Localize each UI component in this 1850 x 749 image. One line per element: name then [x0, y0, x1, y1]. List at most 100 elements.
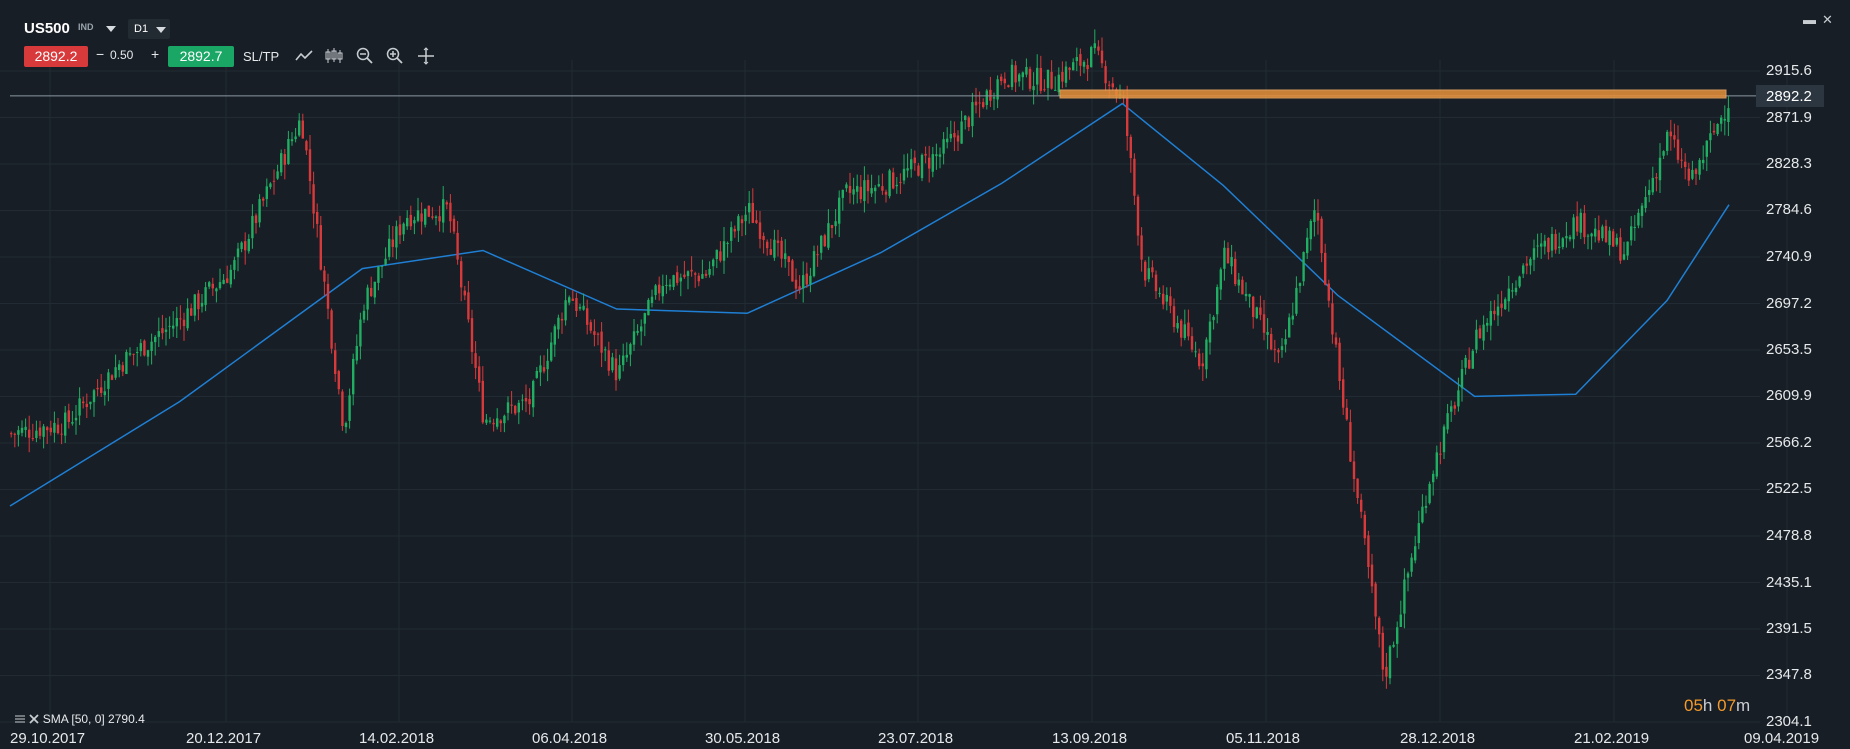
- candle-body: [427, 205, 430, 217]
- candle-body: [1018, 74, 1021, 82]
- candle-body: [892, 172, 895, 189]
- candle-body: [1576, 216, 1579, 232]
- candle-body: [618, 365, 621, 379]
- candle-body: [157, 331, 160, 337]
- candle-body: [409, 214, 412, 227]
- candle-body: [233, 260, 236, 270]
- symbol-dropdown-icon[interactable]: [106, 26, 116, 32]
- indicator-legend[interactable]: SMA [50, 0] 2790.4: [14, 712, 145, 726]
- symbol-label[interactable]: US500: [24, 20, 70, 37]
- candle-body: [1201, 363, 1204, 367]
- candle-body: [1406, 573, 1410, 578]
- candle-body: [1532, 248, 1536, 260]
- candle-body: [1684, 161, 1687, 168]
- candle-body: [1529, 259, 1532, 266]
- candle-body: [1320, 218, 1323, 254]
- candle-body: [920, 154, 924, 179]
- candle-body: [1558, 246, 1561, 249]
- candle-body: [636, 330, 639, 333]
- crosshair-icon[interactable]: [416, 46, 436, 66]
- candle-body: [262, 198, 265, 201]
- candle-body: [629, 344, 632, 355]
- candle-body: [82, 401, 85, 404]
- buy-button[interactable]: 2892.7: [168, 46, 234, 67]
- timeframe-selector[interactable]: D1: [128, 19, 170, 39]
- line-chart-icon[interactable]: [294, 46, 314, 66]
- sell-button[interactable]: 2892.2: [24, 46, 88, 67]
- candle-body: [1277, 349, 1280, 353]
- candle-body: [686, 271, 690, 277]
- candle-body: [1604, 225, 1608, 242]
- candle-body: [294, 136, 297, 140]
- candle-body: [719, 251, 722, 261]
- candle-body: [1093, 43, 1096, 49]
- candle-body: [1601, 226, 1604, 239]
- candle-body: [715, 249, 718, 260]
- candle-body: [1054, 89, 1057, 91]
- candle-body: [830, 225, 834, 229]
- candle-body: [539, 365, 542, 373]
- candle-body: [1482, 324, 1485, 341]
- candle-body: [1446, 413, 1449, 430]
- candle-body: [575, 298, 578, 311]
- window-close-button[interactable]: ✕: [1822, 12, 1833, 27]
- candle-body: [139, 343, 142, 352]
- candle-body: [1536, 245, 1539, 247]
- candle-body: [1043, 89, 1046, 91]
- candle-body: [1162, 293, 1165, 305]
- candle-body: [1363, 514, 1366, 539]
- zoom-in-icon[interactable]: [385, 46, 405, 66]
- timeframe-dropdown-icon[interactable]: [156, 27, 166, 33]
- candle-body: [906, 168, 909, 171]
- candle-body: [924, 153, 927, 156]
- candle-body: [1453, 405, 1456, 409]
- candle-body: [13, 433, 16, 435]
- candle-body: [805, 273, 808, 285]
- candle-body: [812, 251, 816, 277]
- candle-body: [604, 349, 607, 351]
- candle-body: [247, 238, 250, 252]
- candle-body: [118, 364, 121, 371]
- candle-body: [1075, 57, 1078, 62]
- candle-body: [794, 279, 798, 289]
- candle-body: [1399, 614, 1402, 628]
- spread-value: 0.50: [110, 48, 134, 62]
- candle-body: [370, 287, 373, 297]
- candle-body: [438, 216, 441, 222]
- candle-body: [312, 184, 315, 214]
- candle-body: [308, 149, 312, 182]
- candle-body: [146, 350, 150, 357]
- candle-body: [107, 372, 110, 389]
- candle-body: [766, 241, 769, 249]
- candle-body: [676, 272, 679, 283]
- candle-body: [283, 154, 286, 165]
- candle-body: [1648, 190, 1651, 195]
- candle-body: [1504, 299, 1507, 310]
- sltp-button[interactable]: SL/TP: [243, 49, 280, 64]
- indicator-settings-icon[interactable]: [14, 714, 26, 724]
- candle-body: [1579, 212, 1582, 233]
- candle-body: [193, 294, 196, 316]
- candle-body: [1568, 236, 1572, 240]
- window-restore-button[interactable]: ▬: [1803, 12, 1816, 27]
- candle-body: [470, 318, 474, 352]
- candle-body: [1615, 237, 1618, 245]
- x-tick-label: 29.10.2017: [10, 730, 86, 747]
- candle-body: [859, 186, 862, 200]
- spread-minus-button[interactable]: −: [96, 46, 105, 62]
- spread-plus-button[interactable]: +: [151, 46, 160, 62]
- candle-body: [1655, 177, 1658, 179]
- y-tick-label: 2740.9: [1766, 247, 1812, 265]
- candle-chart-icon[interactable]: [324, 46, 344, 66]
- zoom-out-icon[interactable]: [355, 46, 375, 66]
- candle-body: [942, 139, 945, 154]
- candle-body: [694, 273, 697, 275]
- candle-body: [251, 215, 254, 239]
- candle-body: [996, 79, 999, 100]
- x-tick-label: 14.02.2018: [359, 730, 435, 747]
- candle-body: [1338, 342, 1341, 381]
- candle-body: [28, 429, 31, 438]
- candle-body: [1313, 210, 1316, 222]
- indicator-remove-icon[interactable]: [29, 714, 39, 724]
